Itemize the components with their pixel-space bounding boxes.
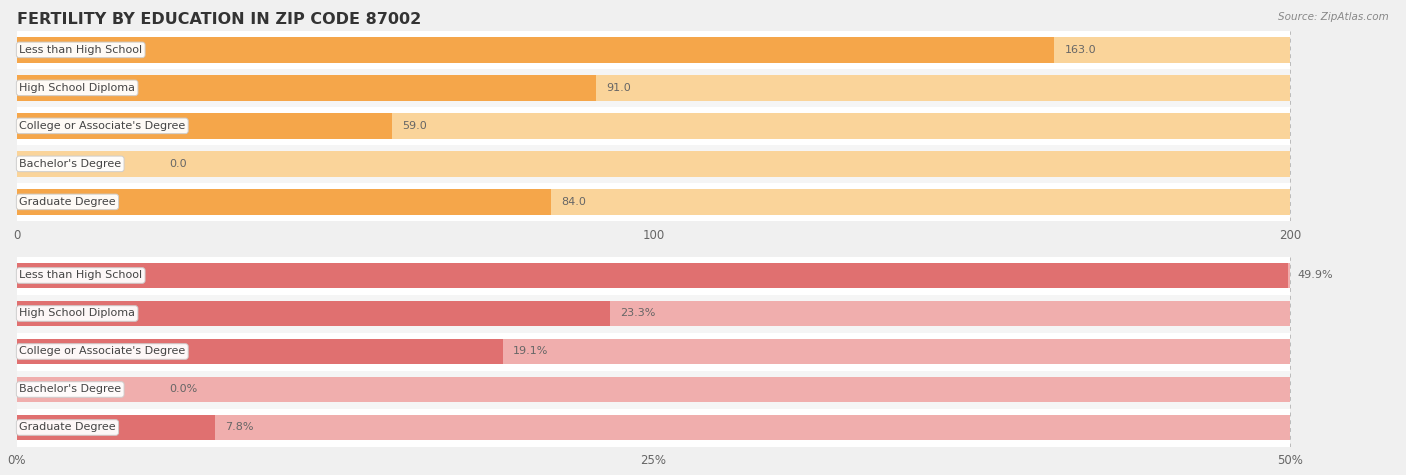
Bar [17,370,1291,408]
Text: 84.0: 84.0 [561,197,586,207]
Text: 7.8%: 7.8% [225,422,254,433]
Text: 0.0%: 0.0% [169,384,198,395]
Text: Bachelor's Degree: Bachelor's Degree [20,159,121,169]
Bar [17,37,1054,63]
Text: 49.9%: 49.9% [1298,270,1333,281]
Text: Less than High School: Less than High School [20,45,142,55]
Bar [17,75,596,101]
Bar [17,415,1291,440]
Bar [17,332,1291,371]
Text: 23.3%: 23.3% [620,308,655,319]
Bar [17,69,1291,107]
Text: 19.1%: 19.1% [513,346,548,357]
Text: Graduate Degree: Graduate Degree [20,422,115,433]
Text: 59.0: 59.0 [402,121,427,131]
Text: High School Diploma: High School Diploma [20,308,135,319]
Bar [17,339,503,364]
Bar [17,301,1291,326]
Bar [17,294,1291,332]
Bar [17,377,1291,402]
Text: 163.0: 163.0 [1064,45,1097,55]
Bar [17,183,1291,221]
Text: High School Diploma: High School Diploma [20,83,135,93]
Bar [17,107,1291,145]
Text: Graduate Degree: Graduate Degree [20,197,115,207]
Bar [17,189,551,215]
Bar [17,415,215,440]
Text: College or Associate's Degree: College or Associate's Degree [20,346,186,357]
Bar [17,256,1291,294]
Text: Source: ZipAtlas.com: Source: ZipAtlas.com [1278,12,1389,22]
Bar [17,339,1291,364]
Bar [17,113,1291,139]
Bar [17,151,1291,177]
Bar [17,75,1291,101]
Bar [17,31,1291,69]
Bar [17,189,1291,215]
Text: Bachelor's Degree: Bachelor's Degree [20,384,121,395]
Bar [17,263,1291,288]
Bar [17,408,1291,446]
Bar [17,145,1291,183]
Bar [17,37,1291,63]
Text: Less than High School: Less than High School [20,270,142,281]
Text: College or Associate's Degree: College or Associate's Degree [20,121,186,131]
Bar [17,263,1288,288]
Text: 0.0: 0.0 [169,159,187,169]
Bar [17,301,610,326]
Bar [17,113,392,139]
Text: FERTILITY BY EDUCATION IN ZIP CODE 87002: FERTILITY BY EDUCATION IN ZIP CODE 87002 [17,12,422,27]
Text: 91.0: 91.0 [606,83,631,93]
